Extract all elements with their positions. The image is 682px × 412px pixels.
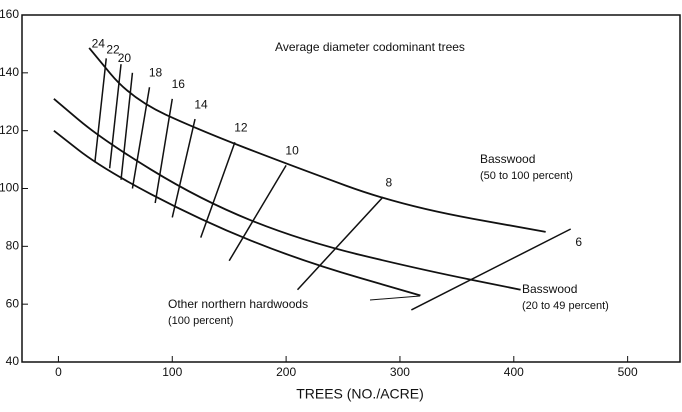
series-name: Basswood bbox=[480, 152, 535, 166]
diameter-label: 6 bbox=[575, 235, 582, 249]
x-tick-label: 400 bbox=[504, 365, 524, 379]
series-line bbox=[53, 129, 421, 297]
y-tick-label: 60 bbox=[6, 296, 20, 310]
diameter-line bbox=[228, 164, 287, 262]
diameter-label: 12 bbox=[234, 120, 248, 134]
diameter-label: 16 bbox=[172, 77, 186, 91]
diameter-label: 22 bbox=[106, 42, 120, 56]
diameter-line bbox=[120, 72, 134, 180]
diameter-line bbox=[108, 64, 122, 169]
diameter-line bbox=[410, 228, 572, 311]
diameter-label: 24 bbox=[92, 37, 106, 51]
x-tick-label: 200 bbox=[276, 365, 296, 379]
diameter-label: 20 bbox=[118, 51, 132, 65]
annotation: Average diameter codominant trees bbox=[275, 40, 465, 54]
series-name: Other northern hardwoods bbox=[168, 297, 308, 311]
diameter-line bbox=[131, 87, 151, 189]
diameter-line bbox=[94, 58, 107, 163]
diameter-line bbox=[171, 118, 196, 218]
diameter-label: 18 bbox=[149, 65, 163, 79]
y-tick-label: 100 bbox=[0, 181, 19, 195]
x-tick-label: 300 bbox=[390, 365, 410, 379]
diameter-label: 10 bbox=[285, 144, 299, 158]
y-tick-label: 140 bbox=[0, 65, 19, 79]
diameter-label: 14 bbox=[194, 97, 208, 111]
y-tick-label: 120 bbox=[0, 123, 19, 137]
series-name: Basswood bbox=[522, 282, 577, 296]
series-note: (100 percent) bbox=[168, 315, 233, 327]
diameter-line bbox=[154, 98, 174, 204]
series-note: (50 to 100 percent) bbox=[480, 170, 573, 182]
x-tick-label: 500 bbox=[618, 365, 638, 379]
diameter-label: 8 bbox=[386, 175, 393, 189]
y-tick-label: 160 bbox=[0, 7, 19, 21]
x-tick-label: 0 bbox=[55, 365, 62, 379]
diameter-line bbox=[296, 196, 384, 291]
diameter-line bbox=[200, 141, 236, 238]
x-tick-label: 100 bbox=[162, 365, 182, 379]
y-tick-label: 40 bbox=[6, 354, 20, 368]
series-note: (20 to 49 percent) bbox=[522, 300, 609, 312]
x-axis-label: TREES (NO./ACRE) bbox=[296, 386, 424, 402]
y-tick-label: 80 bbox=[6, 239, 20, 253]
pointer bbox=[369, 295, 421, 301]
series-line bbox=[53, 98, 521, 291]
